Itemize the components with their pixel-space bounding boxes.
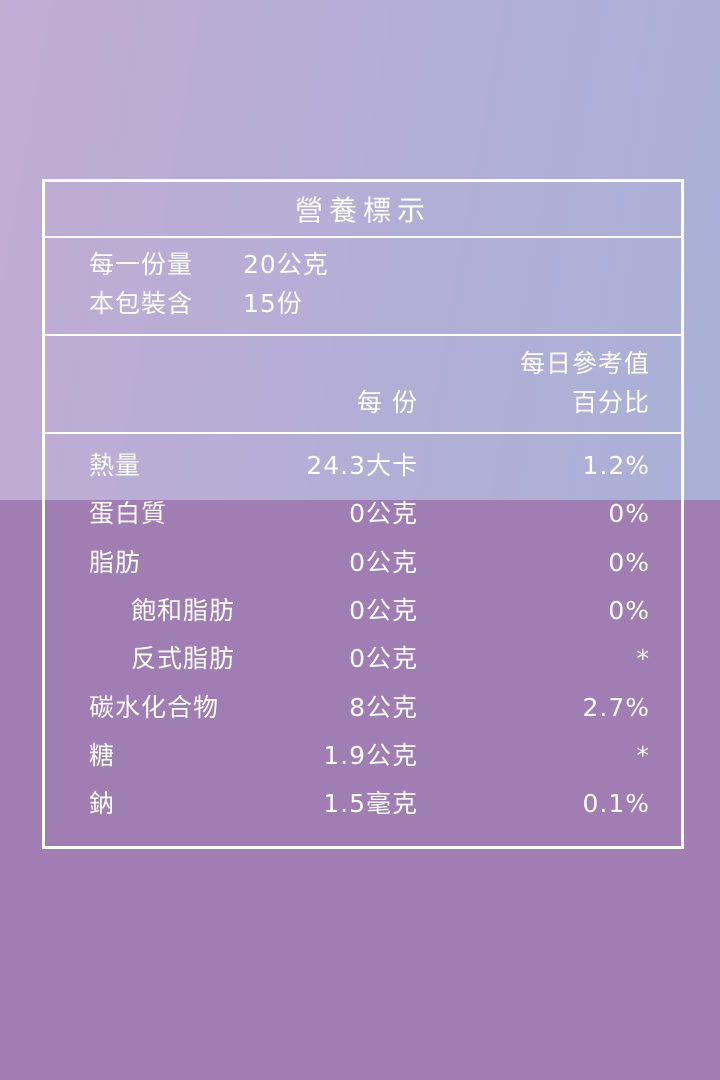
column-header: 每 份 (357, 388, 418, 417)
divider (45, 334, 681, 336)
nutrient-name: 反式脂肪 (131, 644, 236, 674)
nutrient-amount: 24.3大卡 (306, 451, 418, 480)
nutrient-amount: 1.5毫克 (323, 789, 418, 819)
nutrient-daily-value: * (636, 740, 650, 770)
column-header: 百分比 (571, 388, 650, 417)
nutrient-daily-value: 0% (608, 547, 650, 577)
nutrient-name: 碳水化合物 (89, 692, 220, 722)
nutrient-amount: 8公克 (349, 692, 418, 722)
nutrient-amount: 0公克 (349, 499, 418, 529)
nutrient-name: 蛋白質 (89, 499, 168, 529)
serving-label: 每一份量 (89, 250, 194, 279)
nutrient-amount: 1.9公克 (323, 740, 418, 770)
nutrient-daily-value: 1.2% (582, 451, 650, 480)
background (0, 500, 720, 1080)
nutrient-amount: 0公克 (349, 547, 418, 577)
column-header: 每日參考值 (519, 349, 650, 378)
nutrient-name: 鈉 (89, 789, 116, 819)
nutrient-daily-value: 2.7% (582, 692, 650, 722)
nutrient-amount: 0公克 (349, 595, 418, 625)
nutrient-daily-value: 0.1% (582, 789, 650, 819)
nutrient-name: 熱量 (89, 451, 142, 480)
nutrient-name: 脂肪 (89, 547, 142, 577)
nutrient-daily-value: * (636, 644, 650, 674)
nutrient-daily-value: 0% (608, 499, 650, 529)
nutrition-label: 營養標示 每一份量 20公克 本包裝含 15份 每日參考值 每 份 百分比 熱量… (42, 179, 684, 849)
nutrient-name: 飽和脂肪 (131, 595, 236, 625)
divider (45, 432, 681, 434)
nutrient-amount: 0公克 (349, 644, 418, 674)
title: 營養標示 (294, 194, 431, 227)
nutrient-daily-value: 0% (608, 595, 650, 625)
serving-value: 15份 (243, 289, 303, 318)
background (0, 0, 720, 500)
nutrient-name: 糖 (89, 740, 116, 770)
serving-value: 20公克 (243, 250, 329, 279)
divider (45, 236, 681, 238)
serving-label: 本包裝含 (89, 289, 194, 318)
